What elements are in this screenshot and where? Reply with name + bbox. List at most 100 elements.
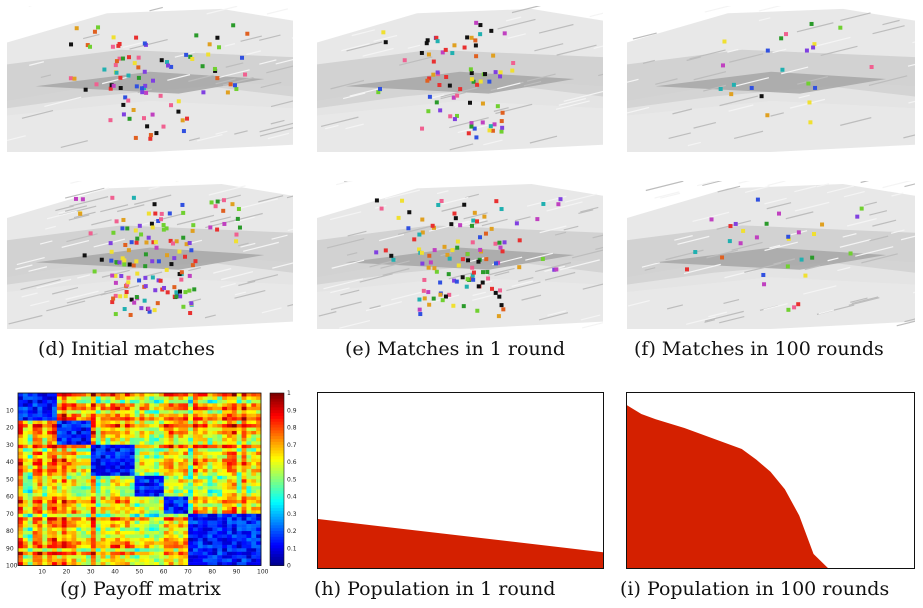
matrix-cell <box>173 558 179 563</box>
matrix-cell <box>144 493 150 497</box>
matrix-cell <box>236 551 242 556</box>
colorbar-segment <box>270 556 284 561</box>
matrix-cell <box>81 524 87 528</box>
matrix-cell <box>61 430 67 435</box>
matrix-cell <box>231 441 237 445</box>
matrix-cell <box>56 486 63 490</box>
matrix-cell <box>22 403 29 408</box>
matrix-cell <box>246 499 252 504</box>
matrix-cell <box>47 441 53 445</box>
matrix-cell <box>197 434 203 439</box>
matrix-cell <box>207 417 213 421</box>
matrix-cell <box>105 531 111 535</box>
matrix-cell <box>76 520 82 525</box>
matrix-cell <box>100 517 106 521</box>
matrix-cell <box>90 410 97 414</box>
matrix-cell <box>178 562 184 566</box>
match-point <box>453 216 458 221</box>
matrix-cell <box>188 517 194 521</box>
matrix-cell <box>197 503 203 508</box>
matrix-cell <box>226 410 233 414</box>
matrix-cell <box>168 396 174 401</box>
matrix-cell <box>192 562 199 566</box>
matrix-cell <box>52 517 58 521</box>
matrix-cell <box>158 551 165 556</box>
matrix-cell <box>241 489 247 494</box>
terrain-streak <box>83 33 100 40</box>
matrix-cell <box>18 510 24 514</box>
matrix-cell <box>158 441 165 445</box>
matrix-cell <box>188 513 194 518</box>
matrix-cell <box>236 503 242 508</box>
matrix-cell <box>76 489 82 494</box>
matrix-cell <box>22 517 29 521</box>
matrix-cell <box>52 406 58 411</box>
matrix-cell <box>139 489 145 494</box>
matrix-cell <box>192 434 199 439</box>
matrix-cell <box>129 558 135 563</box>
match-point <box>108 241 113 246</box>
matrix-cell <box>139 534 145 539</box>
matrix-cell <box>129 506 135 511</box>
terrain-render <box>317 6 603 152</box>
matrix-cell <box>207 403 213 408</box>
matrix-cell <box>236 417 242 421</box>
matrix-cell <box>188 462 194 466</box>
matrix-cell <box>158 558 165 563</box>
matrix-cell <box>139 396 145 401</box>
matrix-cell <box>71 434 77 439</box>
matrix-cell <box>158 465 165 470</box>
matrix-cell <box>134 441 140 445</box>
matrix-cell <box>120 537 126 542</box>
matrix-cell <box>76 434 82 439</box>
colorbar-segment <box>270 470 284 474</box>
matrix-cell <box>66 520 72 525</box>
matrix-cell <box>120 455 126 459</box>
matrix-cell <box>86 462 92 466</box>
matrix-cell <box>18 558 24 563</box>
match-point <box>113 63 118 68</box>
matrix-cell <box>173 410 179 414</box>
matrix-cell <box>158 475 165 480</box>
matrix-cell <box>246 534 252 539</box>
matrix-cell <box>81 472 87 477</box>
matrix-cell <box>168 462 174 466</box>
match-point <box>152 308 157 313</box>
matrix-cell <box>212 434 218 439</box>
terrain-streak <box>523 80 542 87</box>
matrix-cell <box>22 441 29 445</box>
terrain-streak <box>36 278 72 289</box>
matrix-cell <box>95 531 101 535</box>
match-point <box>189 248 194 253</box>
matrix-cell <box>231 513 237 518</box>
matrix-cell <box>207 544 213 549</box>
matrix-cell <box>42 510 48 514</box>
matrix-cell <box>226 541 233 546</box>
match-point <box>489 226 494 231</box>
matrix-cell <box>124 396 131 401</box>
terrain-streak <box>773 258 796 265</box>
matrix-cell <box>217 499 223 504</box>
terrain-streak <box>539 225 567 234</box>
matrix-cell <box>115 510 121 514</box>
matrix-cell <box>110 486 116 490</box>
matrix-cell <box>90 489 97 494</box>
matrix-cell <box>56 393 63 397</box>
matrix-cell <box>76 441 82 445</box>
matrix-cell <box>212 468 218 473</box>
matrix-cell <box>42 548 48 552</box>
match-point <box>417 232 422 237</box>
match-point <box>500 249 505 254</box>
matrix-cell <box>183 555 189 559</box>
colorbar-tick-label: 0.7 <box>287 442 297 449</box>
matrix-cell <box>47 417 53 421</box>
matrix-cell <box>42 462 48 466</box>
terrain-streak <box>882 181 912 189</box>
match-point <box>855 214 860 219</box>
matrix-cell <box>124 406 131 411</box>
matrix-cell <box>71 399 77 404</box>
matrix-cell <box>173 430 179 435</box>
match-point <box>162 285 167 290</box>
match-point <box>431 225 436 230</box>
matrix-cell <box>105 489 111 494</box>
